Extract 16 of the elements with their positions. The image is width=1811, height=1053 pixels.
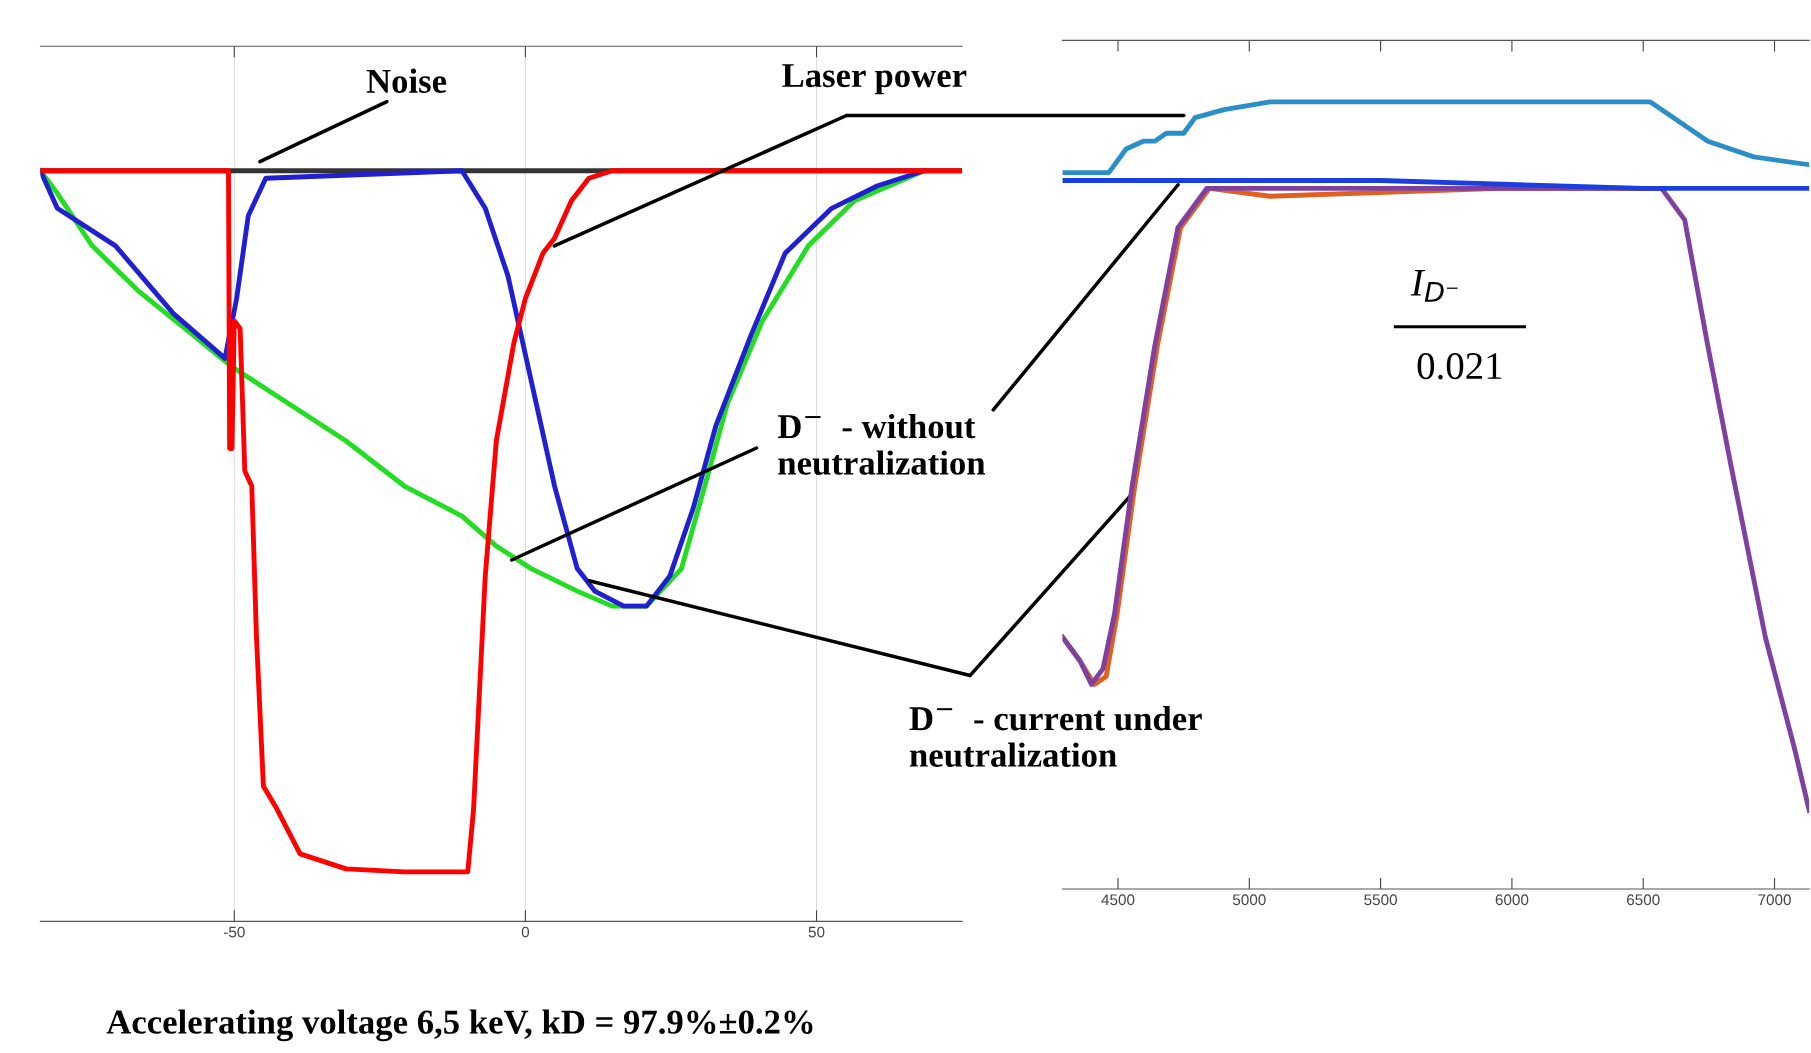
x-tick-label: 5000 [1232,894,1266,906]
text: Laser power [782,64,967,95]
x-tick-label: 0 [521,926,530,938]
annotation: 0.021 [1417,352,1502,380]
x-tick-label: 6000 [1495,894,1529,906]
text: Accelerating voltage 6,5 keV, kD = 97.9%±0.2% [106,1009,813,1042]
x-tick-label: 4500 [1101,894,1135,906]
annotation: I$_{D⁻}$ [1410,270,1458,302]
annotation: D$^{−}$ - current under neutralization [909,705,1202,768]
x-tick-label: 50 [808,926,825,938]
x-tick-label: 7000 [1758,894,1791,906]
x-tick-label: -50 [223,926,245,938]
text: Noise [366,68,447,93]
x-tick-label: 6500 [1627,894,1660,906]
x-tick-label: 5500 [1364,894,1397,906]
annotation: D$^{−}$ - without neutralization [777,413,986,475]
